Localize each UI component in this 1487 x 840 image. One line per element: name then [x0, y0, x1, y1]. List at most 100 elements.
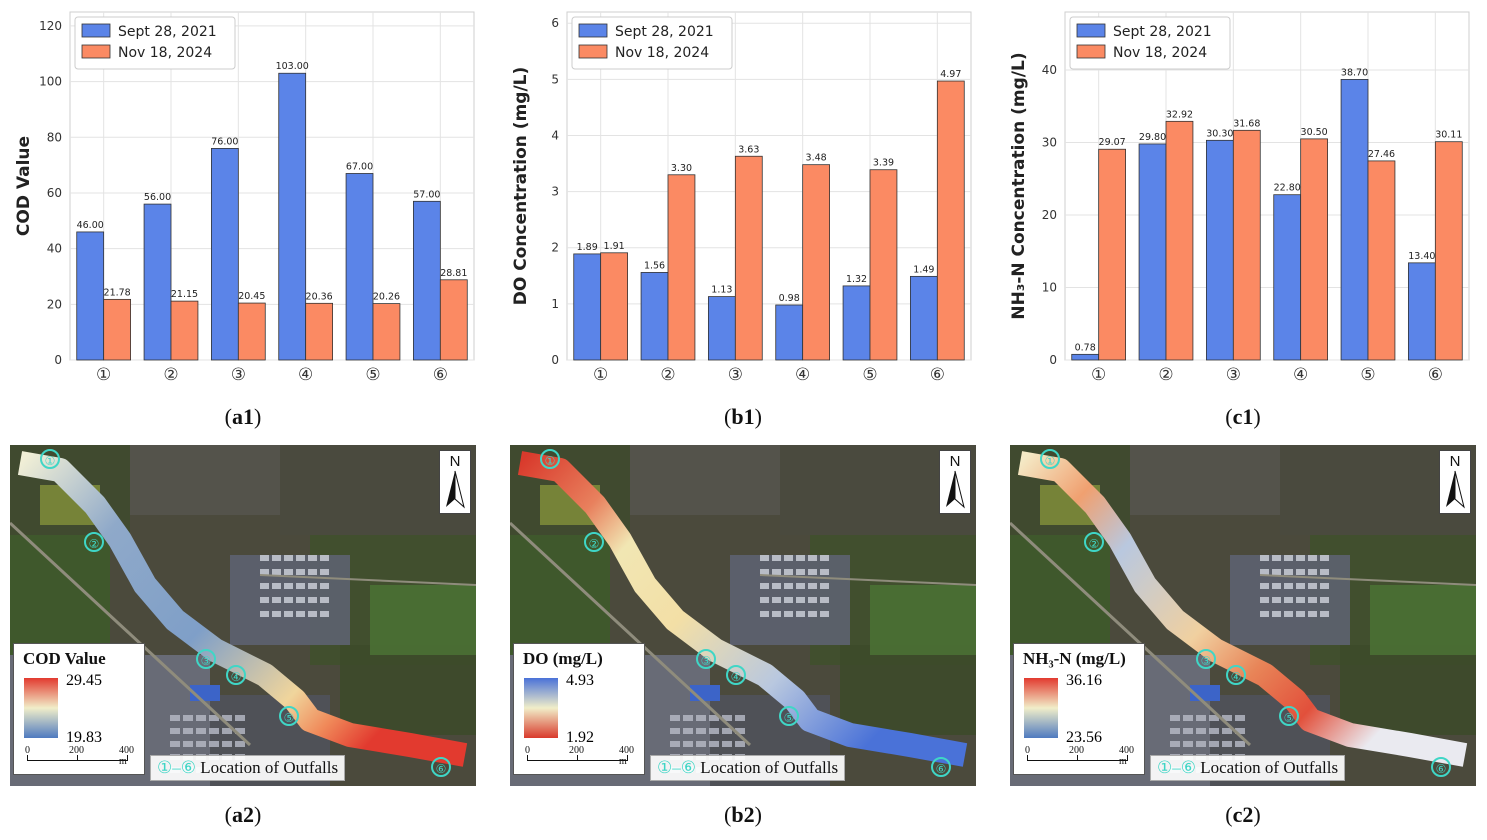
building-roof: [1284, 611, 1293, 617]
bar: [1300, 138, 1328, 361]
building-roof: [1308, 569, 1317, 575]
x-tick-label: ⑤: [365, 365, 380, 385]
bar: [76, 231, 105, 361]
data-label: 103.00: [276, 61, 309, 72]
building-roof: [1284, 597, 1293, 603]
data-label: 1.56: [644, 260, 665, 271]
building-roof: [772, 583, 781, 589]
building-roof: [1209, 741, 1219, 747]
legend-entry: Sept 28, 2021: [1113, 24, 1212, 40]
building-roof: [1183, 728, 1193, 734]
bar: [600, 252, 628, 361]
building-roof: [235, 715, 245, 721]
scale-tick: [27, 755, 28, 761]
caption-b1: (b1): [724, 404, 762, 429]
building-roof: [209, 728, 219, 734]
road: [10, 521, 252, 747]
building-roof: [183, 715, 193, 721]
building-roof: [1320, 611, 1329, 617]
cod-map: ① ② ③ ④ ⑤ ⑥ N COD Value 29.45 19.83 0 200 400 m ①–⑥ L…: [10, 445, 476, 786]
bar: [439, 279, 468, 361]
scale-label: 400 m: [1119, 745, 1134, 767]
building-roof: [170, 715, 180, 721]
building-roof: [722, 741, 732, 747]
building-roof: [1308, 597, 1317, 603]
building-roof: [808, 569, 817, 575]
do-bar-chart: 0 1 2 3 4 5 6 1.89 1.91 ① 1.56 3.30 ② 1.13 3.63 ③ 0.98 3.…: [511, 11, 972, 385]
bar: [573, 253, 602, 361]
outfall-marker: ④: [226, 665, 246, 685]
legend-min-value: 23.56: [1066, 729, 1102, 746]
building-roof: [796, 597, 805, 603]
data-label: 56.00: [144, 192, 171, 203]
building-roof: [1222, 741, 1232, 747]
outfall-marker: ⑥: [931, 757, 951, 777]
legend-entry: Sept 28, 2021: [615, 24, 714, 40]
bar: [640, 272, 669, 361]
scale-tick: [77, 755, 78, 761]
data-label: 3.30: [671, 163, 692, 174]
scale-tick: [1027, 755, 1028, 761]
building-roof: [709, 715, 719, 721]
building-roof: [1260, 611, 1269, 617]
building-roof: [670, 728, 680, 734]
building-roof: [1272, 555, 1281, 561]
x-tick-label: ③: [728, 365, 743, 385]
land-patch: [340, 645, 476, 735]
x-tick-label: ③: [1226, 365, 1241, 385]
building-roof: [772, 611, 781, 617]
building-roof: [696, 715, 706, 721]
building-roof: [722, 728, 732, 734]
building-roof: [272, 611, 281, 617]
outfall-marker: ③: [196, 649, 216, 669]
y-tick-label: 30: [1042, 136, 1057, 150]
scale-label: 0: [1025, 745, 1030, 756]
building-roof: [1235, 741, 1245, 747]
data-label: 3.39: [873, 158, 894, 169]
building-roof: [784, 597, 793, 603]
y-tick-label: 4: [551, 128, 559, 142]
y-tick-label: 120: [39, 19, 62, 33]
legend: Sept 28, 2021 Nov 18, 2024: [571, 16, 733, 70]
bar: [1407, 262, 1436, 361]
building-roof: [272, 583, 281, 589]
land-patch: [1130, 445, 1280, 515]
legend-swatch: [578, 23, 608, 38]
satellite-image: [1010, 445, 1476, 786]
land-patch: [1010, 535, 1110, 655]
data-label: 28.81: [440, 268, 467, 279]
building-roof: [1308, 555, 1317, 561]
river-concentration: [1017, 451, 1468, 767]
x-tick-label: ①: [593, 365, 608, 385]
x-tick-label: ②: [1158, 365, 1173, 385]
building-roof: [760, 569, 769, 575]
building-roof: [1183, 715, 1193, 721]
y-tick-label: 10: [1042, 281, 1057, 295]
building-roof: [320, 597, 329, 603]
building-roof: [760, 597, 769, 603]
scale-label: 0: [525, 745, 530, 756]
building-roof: [320, 583, 329, 589]
scale-bar: 0 200 400 m: [1024, 745, 1134, 768]
building-roof: [1272, 569, 1281, 575]
outfall-legend: ①–⑥ Location of Outfalls: [650, 755, 846, 781]
north-arrow-icon: [446, 470, 465, 509]
building-roof: [222, 728, 232, 734]
building-roof: [1260, 583, 1269, 589]
x-tick-label: ⑥: [1428, 365, 1443, 385]
x-tick-label: ①: [96, 365, 111, 385]
building-roof: [1170, 715, 1180, 721]
north-label: N: [449, 453, 461, 470]
legend-box: [1069, 16, 1231, 70]
data-label: 3.63: [738, 144, 759, 155]
legend-title: DO (mg/L): [523, 649, 603, 668]
building-roof: [308, 583, 317, 589]
outfall-range: ①–⑥: [657, 758, 696, 777]
building-roof: [170, 741, 180, 747]
legend-title: COD Value: [23, 649, 106, 668]
bar: [305, 302, 333, 361]
building-roof: [1196, 728, 1206, 734]
road: [759, 574, 976, 586]
building-roof: [683, 728, 693, 734]
north-label: N: [949, 453, 961, 470]
